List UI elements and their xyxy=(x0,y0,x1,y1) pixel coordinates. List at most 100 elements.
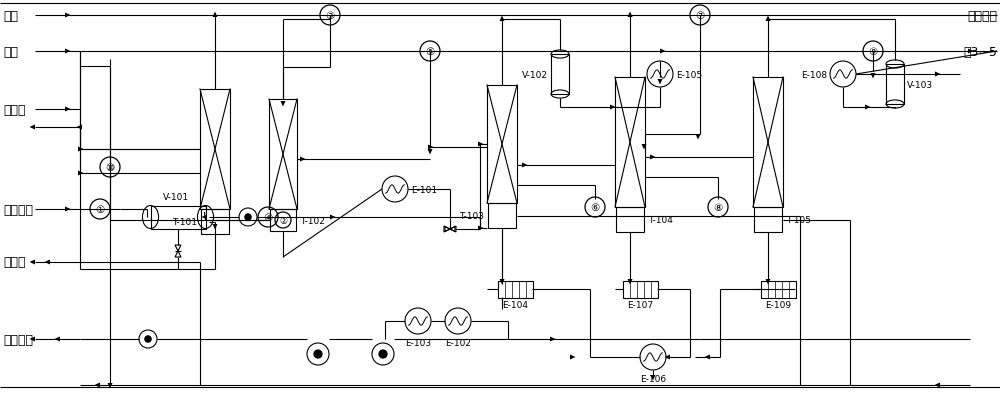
Circle shape xyxy=(244,214,252,221)
Bar xyxy=(622,281,658,298)
Polygon shape xyxy=(570,355,576,360)
Polygon shape xyxy=(212,224,218,230)
Polygon shape xyxy=(696,135,700,140)
Polygon shape xyxy=(65,207,70,212)
Polygon shape xyxy=(650,375,656,381)
Bar xyxy=(753,78,783,207)
Polygon shape xyxy=(766,17,770,22)
Bar xyxy=(200,90,230,209)
Text: E-101: E-101 xyxy=(411,185,437,194)
Bar xyxy=(201,209,229,234)
Polygon shape xyxy=(300,157,306,162)
Circle shape xyxy=(144,335,152,343)
Polygon shape xyxy=(44,260,50,265)
Polygon shape xyxy=(280,102,286,107)
Polygon shape xyxy=(642,145,646,150)
Text: 含烃尾气: 含烃尾气 xyxy=(3,203,33,216)
Text: 柴油: 柴油 xyxy=(3,45,18,58)
Polygon shape xyxy=(54,337,60,342)
Bar xyxy=(754,207,782,232)
Circle shape xyxy=(313,350,323,359)
Text: ②: ② xyxy=(279,216,287,225)
Bar xyxy=(886,65,904,105)
Polygon shape xyxy=(500,17,505,22)
Polygon shape xyxy=(650,155,656,160)
Text: 干气: 干气 xyxy=(3,9,18,22)
Polygon shape xyxy=(78,171,84,176)
Text: 粗汽油: 粗汽油 xyxy=(3,103,26,116)
Polygon shape xyxy=(870,74,876,79)
Polygon shape xyxy=(78,147,84,152)
Polygon shape xyxy=(330,215,336,220)
Text: ③: ③ xyxy=(325,11,335,21)
Polygon shape xyxy=(500,279,505,285)
Text: T-101: T-101 xyxy=(172,217,197,226)
Text: T-103: T-103 xyxy=(459,211,484,220)
Text: T-102: T-102 xyxy=(300,216,325,225)
Text: ⑤: ⑤ xyxy=(425,47,435,57)
Polygon shape xyxy=(628,279,633,285)
Polygon shape xyxy=(65,49,70,54)
Bar xyxy=(150,206,206,229)
Bar xyxy=(270,209,296,231)
Polygon shape xyxy=(550,337,556,342)
Polygon shape xyxy=(610,105,616,110)
Text: E-104: E-104 xyxy=(502,301,528,310)
Polygon shape xyxy=(628,13,633,18)
Polygon shape xyxy=(766,279,770,285)
Polygon shape xyxy=(968,49,974,54)
Text: 碳3~5: 碳3~5 xyxy=(963,45,997,58)
Polygon shape xyxy=(658,80,662,85)
Polygon shape xyxy=(65,107,70,112)
Text: E-102: E-102 xyxy=(445,338,471,347)
Text: E-109: E-109 xyxy=(765,301,791,310)
Polygon shape xyxy=(522,163,528,168)
Bar xyxy=(498,281,532,298)
Bar xyxy=(616,207,644,232)
Text: T-104: T-104 xyxy=(648,215,673,224)
Polygon shape xyxy=(478,142,484,147)
Text: ⑥: ⑥ xyxy=(590,202,600,213)
Bar xyxy=(269,100,297,209)
Text: ①: ① xyxy=(95,205,105,215)
Text: V-103: V-103 xyxy=(907,80,933,89)
Polygon shape xyxy=(30,260,35,265)
Text: 碳二馏分: 碳二馏分 xyxy=(967,9,997,22)
Circle shape xyxy=(378,350,388,359)
Text: E-103: E-103 xyxy=(405,338,431,347)
Text: E-107: E-107 xyxy=(627,301,653,310)
Polygon shape xyxy=(30,337,35,342)
Text: E-108: E-108 xyxy=(801,70,827,79)
Polygon shape xyxy=(65,13,70,19)
Text: V-102: V-102 xyxy=(522,70,548,79)
Polygon shape xyxy=(934,383,940,388)
Polygon shape xyxy=(76,125,82,130)
Polygon shape xyxy=(202,215,207,220)
Text: ⑩: ⑩ xyxy=(105,162,115,173)
Bar xyxy=(551,55,569,95)
Polygon shape xyxy=(865,105,870,110)
Polygon shape xyxy=(478,226,484,231)
Text: ⑨: ⑨ xyxy=(868,47,878,57)
Polygon shape xyxy=(704,355,710,360)
Polygon shape xyxy=(428,149,432,155)
Text: 稳定汽油: 稳定汽油 xyxy=(3,333,33,345)
Text: ⑧: ⑧ xyxy=(713,202,723,213)
Bar xyxy=(615,78,645,207)
Polygon shape xyxy=(94,383,100,388)
Polygon shape xyxy=(212,13,218,18)
Bar xyxy=(488,203,516,228)
Text: E-106: E-106 xyxy=(640,374,666,383)
Text: V-101: V-101 xyxy=(163,193,189,202)
Polygon shape xyxy=(660,49,666,54)
Polygon shape xyxy=(30,125,35,130)
Polygon shape xyxy=(428,145,434,150)
Text: T-105: T-105 xyxy=(786,215,811,224)
Polygon shape xyxy=(664,355,670,360)
Text: ④: ④ xyxy=(263,213,273,222)
Polygon shape xyxy=(108,383,112,388)
Bar xyxy=(761,281,796,298)
Bar xyxy=(487,86,517,203)
Text: E-105: E-105 xyxy=(676,70,702,79)
Text: ⑦: ⑦ xyxy=(695,11,705,21)
